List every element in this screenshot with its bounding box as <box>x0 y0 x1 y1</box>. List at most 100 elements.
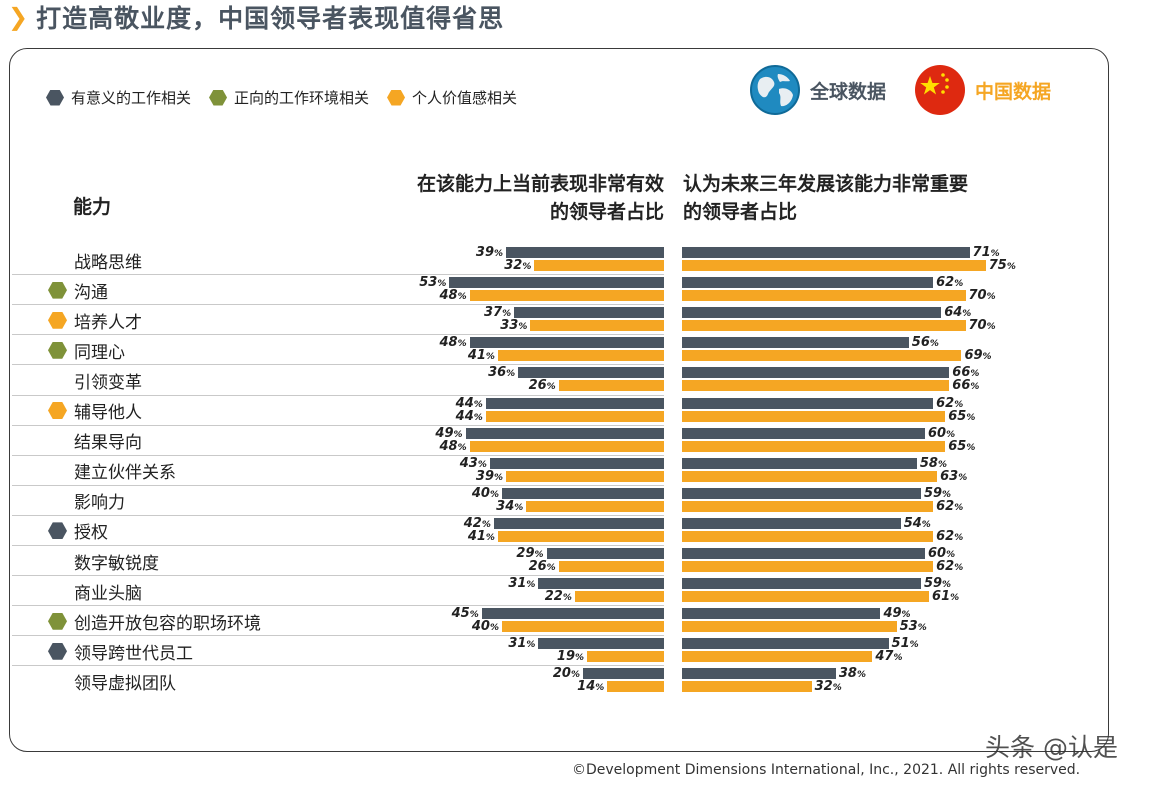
percent-sign: % <box>485 532 495 543</box>
value-number: 63 <box>940 468 959 484</box>
future-china-bar <box>682 651 873 663</box>
value-number: 47 <box>875 649 894 665</box>
percent-sign: % <box>469 610 479 621</box>
future-important-header-line1: 认为未来三年发展该能力非常重要 <box>683 173 969 195</box>
ability-column-header: 能力 <box>73 196 112 218</box>
current-global-value-label: 42% <box>455 517 491 532</box>
current-global-bar <box>485 397 664 409</box>
current-china-bar <box>574 591 664 603</box>
future-global-bar <box>682 337 909 349</box>
percent-sign: % <box>477 459 487 470</box>
future-china-value-label: 62% <box>936 500 963 515</box>
percent-sign: % <box>929 339 939 350</box>
percent-sign: % <box>514 502 524 513</box>
value-number: 26 <box>528 378 547 394</box>
hexagon-icon <box>46 89 64 106</box>
percent-sign: % <box>958 472 968 483</box>
current-global-bar <box>469 337 664 349</box>
value-number: 65 <box>948 438 967 454</box>
value-number: 41 <box>467 348 486 364</box>
percent-sign: % <box>986 292 996 303</box>
value-number: 64 <box>944 305 963 321</box>
row-divider <box>12 605 664 607</box>
future-china-bar <box>682 380 950 392</box>
copyright-footer: ©Development Dimensions International, I… <box>572 762 1081 778</box>
current-china-value-label: 41% <box>459 530 495 545</box>
percent-sign: % <box>954 563 964 573</box>
chevron-right-icon: ❯ <box>8 3 29 31</box>
china-flag-icon <box>915 65 965 115</box>
value-number: 41 <box>467 528 486 544</box>
globe-icon <box>750 65 800 115</box>
legend-label: 正向的工作环境相关 <box>234 89 370 107</box>
ability-name: 领导虚拟团队 <box>74 673 176 694</box>
hexagon-icon <box>48 281 67 299</box>
percent-sign: % <box>457 339 467 350</box>
current-global-bar <box>493 517 664 529</box>
row-divider <box>12 334 664 336</box>
future-global-bar <box>682 608 881 620</box>
percent-sign: % <box>954 399 964 410</box>
current-china-value-label: 39% <box>467 470 503 485</box>
current-china-bar <box>558 380 664 392</box>
value-number: 39 <box>475 245 495 260</box>
current-china-value-label: 33% <box>491 319 527 334</box>
percent-sign: % <box>909 640 919 651</box>
current-global-bar <box>518 367 664 379</box>
current-china-bar <box>530 320 664 332</box>
current-global-value-label: 29% <box>508 547 543 562</box>
current-china-bar <box>497 350 664 362</box>
value-number: 62 <box>936 275 955 291</box>
percent-sign: % <box>473 412 483 423</box>
value-number: 65 <box>948 408 967 424</box>
percent-sign: % <box>901 610 911 621</box>
percent-sign: % <box>937 459 948 470</box>
percent-sign: % <box>562 593 572 604</box>
value-number: 59 <box>923 576 943 592</box>
future-important-header-line2: 的领导者占比 <box>683 201 798 223</box>
current-global-bar <box>514 307 664 319</box>
future-global-value-label: 60% <box>928 547 955 562</box>
current-china-bar <box>506 470 664 482</box>
row-divider <box>12 635 664 637</box>
current-global-value-label: 48% <box>431 336 467 351</box>
value-number: 62 <box>936 528 955 544</box>
percent-sign: % <box>921 519 931 530</box>
legend: 有意义的工作相关 正向的工作环境相关 个人价值感相关 <box>46 87 535 108</box>
value-number: 32 <box>504 258 523 273</box>
current-china-bar <box>587 651 664 663</box>
future-global-value-label: 58% <box>920 457 947 472</box>
value-number: 69 <box>964 348 983 364</box>
current-global-value-label: 20% <box>544 667 580 682</box>
percent-sign: % <box>966 412 976 423</box>
current-global-value-label: 39% <box>467 246 503 261</box>
current-effective-header-line1: 在该能力上当前表现非常有效 <box>416 173 664 195</box>
current-global-bar <box>502 487 664 499</box>
future-global-bar <box>682 247 970 258</box>
watermark: 头条 @认是 <box>985 733 1118 762</box>
current-china-value-label: 19% <box>548 650 584 665</box>
row-divider <box>12 545 664 546</box>
row-divider <box>12 575 664 577</box>
percent-sign: % <box>526 580 536 591</box>
current-global-value-label: 44% <box>447 397 483 412</box>
current-china-value-label: 32% <box>495 259 531 274</box>
current-global-bar <box>538 638 664 650</box>
future-global-bar <box>682 277 934 289</box>
value-number: 43 <box>459 455 478 471</box>
current-china-bar <box>497 530 664 542</box>
percent-sign: % <box>526 640 536 651</box>
current-china-value-label: 26% <box>520 560 556 575</box>
current-china-bar <box>469 290 664 302</box>
value-number: 48 <box>439 438 458 454</box>
future-china-bar <box>682 591 930 603</box>
future-china-value-label: 47% <box>875 650 902 665</box>
current-china-bar <box>526 500 664 512</box>
legend-label: 有意义的工作相关 <box>71 89 192 107</box>
percent-sign: % <box>966 442 976 453</box>
current-china-value-label: 41% <box>459 349 495 364</box>
current-china-value-label: 34% <box>487 500 523 515</box>
hexagon-icon <box>387 89 406 106</box>
ability-row-label: 创造开放包容的职场环境 <box>48 606 261 636</box>
future-global-bar <box>682 427 925 439</box>
